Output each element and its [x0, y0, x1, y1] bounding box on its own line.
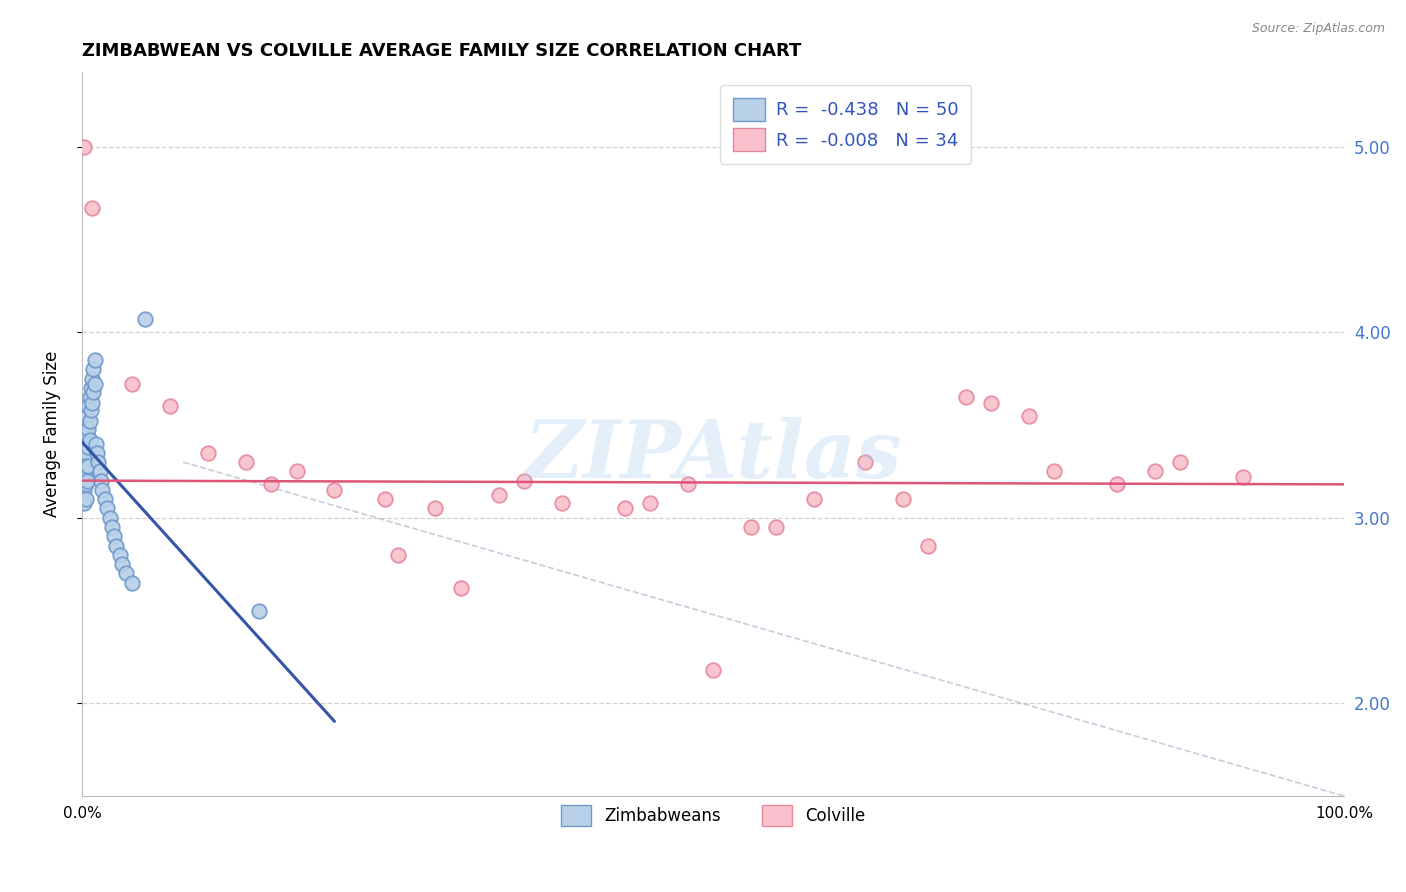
- Point: [73, 496, 96, 510]
- Point: [702, 663, 724, 677]
- Point: [72, 440, 94, 454]
- Point: [285, 464, 308, 478]
- Point: [235, 455, 257, 469]
- Point: [613, 501, 636, 516]
- Point: [1107, 477, 1129, 491]
- Point: [374, 492, 396, 507]
- Point: [917, 539, 939, 553]
- Point: [73, 483, 96, 497]
- Point: [96, 501, 118, 516]
- Point: [76, 446, 98, 460]
- Point: [83, 353, 105, 368]
- Point: [101, 520, 124, 534]
- Point: [121, 377, 143, 392]
- Point: [89, 464, 111, 478]
- Point: [75, 451, 97, 466]
- Point: [513, 474, 536, 488]
- Point: [80, 201, 103, 215]
- Point: [79, 390, 101, 404]
- Point: [638, 496, 661, 510]
- Point: [891, 492, 914, 507]
- Point: [121, 575, 143, 590]
- Point: [77, 458, 100, 473]
- Point: [260, 477, 283, 491]
- Point: [80, 395, 103, 409]
- Point: [93, 492, 115, 507]
- Point: [72, 470, 94, 484]
- Point: [98, 510, 121, 524]
- Point: [86, 446, 108, 460]
- Point: [77, 422, 100, 436]
- Point: [197, 446, 219, 460]
- Point: [73, 455, 96, 469]
- Point: [90, 474, 112, 488]
- Point: [1144, 464, 1167, 478]
- Point: [387, 548, 409, 562]
- Point: [77, 400, 100, 414]
- Point: [159, 400, 181, 414]
- Point: [765, 520, 787, 534]
- Point: [76, 409, 98, 423]
- Point: [1018, 409, 1040, 423]
- Point: [488, 488, 510, 502]
- Point: [103, 529, 125, 543]
- Point: [80, 403, 103, 417]
- Point: [79, 414, 101, 428]
- Point: [76, 458, 98, 473]
- Text: ZIMBABWEAN VS COLVILLE AVERAGE FAMILY SIZE CORRELATION CHART: ZIMBABWEAN VS COLVILLE AVERAGE FAMILY SI…: [82, 42, 801, 60]
- Point: [75, 477, 97, 491]
- Point: [73, 427, 96, 442]
- Point: [1232, 470, 1254, 484]
- Point: [134, 312, 156, 326]
- Point: [75, 417, 97, 432]
- Point: [1043, 464, 1066, 478]
- Point: [84, 436, 107, 450]
- Text: ZIPAtlas: ZIPAtlas: [524, 417, 901, 495]
- Point: [115, 566, 138, 581]
- Point: [77, 440, 100, 454]
- Point: [76, 427, 98, 442]
- Point: [105, 539, 128, 553]
- Point: [73, 139, 96, 153]
- Point: [550, 496, 572, 510]
- Y-axis label: Average Family Size: Average Family Size: [44, 351, 60, 517]
- Point: [450, 581, 472, 595]
- Point: [75, 492, 97, 507]
- Point: [676, 477, 699, 491]
- Point: [87, 455, 110, 469]
- Point: [76, 474, 98, 488]
- Point: [75, 464, 97, 478]
- Point: [80, 381, 103, 395]
- Point: [75, 436, 97, 450]
- Point: [79, 433, 101, 447]
- Point: [247, 603, 270, 617]
- Point: [83, 377, 105, 392]
- Point: [91, 483, 114, 497]
- Point: [803, 492, 825, 507]
- Text: Source: ZipAtlas.com: Source: ZipAtlas.com: [1251, 22, 1385, 36]
- Point: [853, 455, 876, 469]
- Point: [980, 395, 1002, 409]
- Point: [425, 501, 447, 516]
- Point: [740, 520, 762, 534]
- Point: [955, 390, 977, 404]
- Point: [82, 362, 104, 376]
- Point: [82, 384, 104, 399]
- Point: [1168, 455, 1191, 469]
- Point: [80, 371, 103, 385]
- Point: [111, 557, 134, 571]
- Point: [108, 548, 131, 562]
- Point: [323, 483, 346, 497]
- Legend: Zimbabweans, Colville: Zimbabweans, Colville: [553, 797, 875, 835]
